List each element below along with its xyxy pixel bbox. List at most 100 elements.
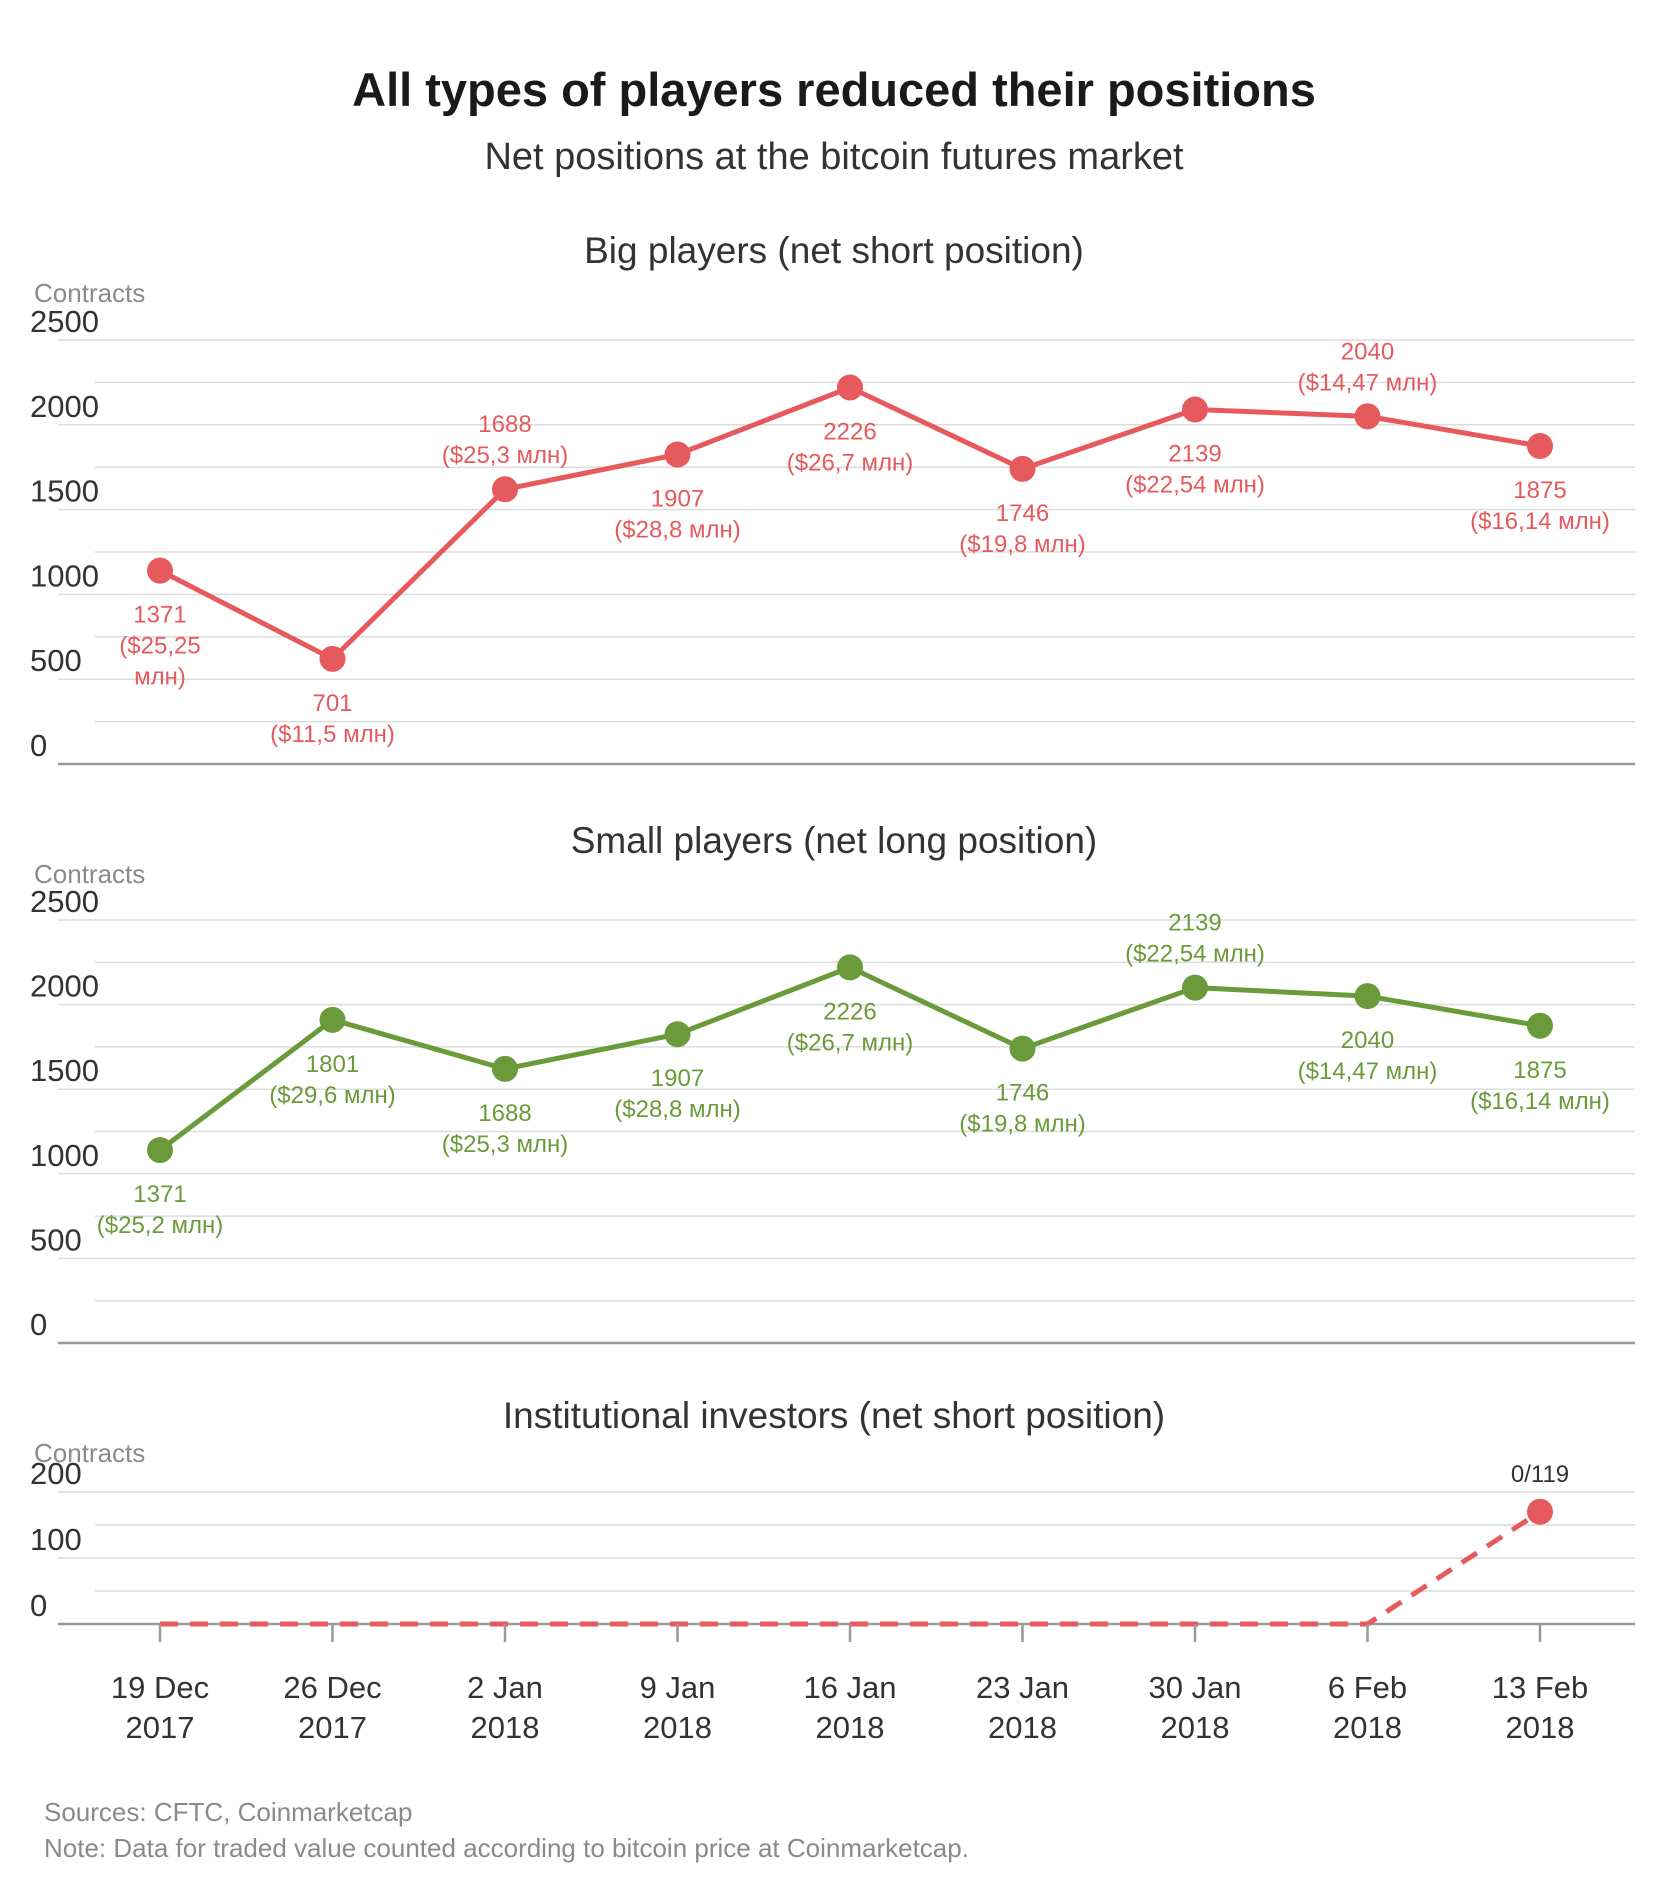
panel3-x-tick-label: 2018 (816, 1710, 885, 1745)
panel3-x-tick-label: 2018 (1333, 1710, 1402, 1745)
panel2-y-tick-label: 1000 (30, 1138, 99, 1173)
panel1-data-point (1182, 396, 1208, 423)
panel1-data-label: ($16,14 млн) (1470, 508, 1610, 535)
panel1-data-label: 701 (312, 690, 352, 717)
panel2-data-label: ($25,2 млн) (97, 1212, 223, 1239)
panel2-data-label: 2139 (1168, 910, 1221, 937)
panel3-series-line (160, 1509, 1542, 1627)
panel2-data-label: ($25,3 млн) (442, 1131, 568, 1158)
panel3-x-tick-label: 2018 (643, 1710, 712, 1745)
panel3-x-tick-label: 6 Feb (1328, 1670, 1407, 1705)
panel2-data-point (1527, 1012, 1553, 1039)
panel2-data-label: 2226 (823, 998, 876, 1025)
panel2-data-label: 2040 (1341, 1027, 1394, 1054)
panel1-data-label: ($19,8 млн) (959, 531, 1085, 558)
panel2-data-point (1354, 983, 1381, 1010)
panel3-data-label: 0/119 (1511, 1461, 1569, 1488)
chart-title: All types of players reduced their posit… (352, 63, 1316, 116)
panel2-data-point (319, 1006, 346, 1033)
panel3-x-tick-label: 30 Jan (1148, 1670, 1241, 1705)
panel2-y-tick-label: 500 (30, 1222, 82, 1257)
panel3-x-tick-label: 16 Jan (803, 1670, 896, 1705)
panel1-data-label: ($25,25 (119, 633, 200, 660)
panel3-title: Institutional investors (net short posit… (503, 1395, 1165, 1436)
panel2-data-point (492, 1055, 518, 1082)
panel3-y-tick-label: 200 (30, 1456, 82, 1491)
panel1-data-point (319, 645, 346, 672)
panel2-title: Small players (net long position) (571, 820, 1097, 861)
panel3-x-tick-label: 2018 (471, 1710, 540, 1745)
panel1-data-label: ($22,54 млн) (1125, 472, 1265, 499)
panel3-x-tick-label: 2017 (126, 1710, 195, 1745)
panel2-y-tick-label: 2500 (30, 884, 99, 919)
panel2-data-point (1009, 1035, 1036, 1062)
panel3-data-point (1527, 1498, 1553, 1525)
panel1-y-tick-label: 1000 (30, 558, 99, 593)
panel2-data-label: 1688 (478, 1100, 531, 1127)
panel2-y-tick-label: 0 (30, 1307, 47, 1342)
panel3-x-tick-label: 2017 (298, 1710, 367, 1745)
panel1-data-label: млн) (134, 664, 186, 691)
panel2-ylabel: Contracts (34, 859, 145, 889)
panel2-data-label: 1907 (651, 1065, 704, 1092)
panel3-y-tick-label: 0 (30, 1588, 47, 1623)
panel1-data-label: 1371 (133, 602, 186, 629)
panel1-data-label: 1688 (478, 411, 531, 438)
panel2-data-label: 1875 (1513, 1057, 1566, 1084)
panel1-y-tick-label: 500 (30, 643, 82, 678)
panel1-data-label: 1907 (651, 485, 704, 512)
panel1-data-point (492, 476, 518, 503)
panel1-data-label: 1746 (996, 500, 1049, 527)
panel3-x-tick-label: 13 Feb (1492, 1670, 1589, 1705)
panel2-y-tick-label: 2000 (30, 969, 99, 1004)
panel1-y-tick-label: 1500 (30, 474, 99, 509)
panel3-x-tick-label: 2018 (1506, 1710, 1575, 1745)
panel1-y-tick-label: 2500 (30, 304, 99, 339)
panel2-data-label: ($22,54 млн) (1125, 941, 1265, 968)
panel2-data-label: ($14,47 млн) (1298, 1058, 1438, 1085)
panel1-data-label: ($14,47 млн) (1298, 369, 1438, 396)
panel1-data-point (664, 441, 691, 468)
panel1-title: Big players (net short position) (584, 230, 1084, 271)
panel2-data-label: ($16,14 млн) (1470, 1088, 1610, 1115)
panel3-x-tick-label: 23 Jan (976, 1670, 1069, 1705)
panel1-y-tick-label: 2000 (30, 389, 99, 424)
panel1-data-label: 2139 (1168, 441, 1221, 468)
panel1-data-point (147, 557, 173, 584)
panel3-y-tick-label: 100 (30, 1522, 82, 1557)
panel1-data-label: 2040 (1341, 338, 1394, 365)
panel2-data-point (664, 1021, 691, 1048)
panel2-data-label: ($19,8 млн) (959, 1111, 1085, 1138)
panel2-data-point (1182, 974, 1208, 1001)
panel1-data-point (837, 374, 863, 401)
panel1-data-label: ($26,7 млн) (787, 449, 913, 476)
panel1-data-label: ($25,3 млн) (442, 442, 568, 469)
panel2-data-label: ($26,7 млн) (787, 1029, 913, 1056)
panel1-data-point (1009, 455, 1036, 482)
panel1-data-point (1354, 403, 1381, 430)
panel1-data-label: ($11,5 млн) (270, 721, 395, 748)
panel3-x-tick-label: 9 Jan (640, 1670, 716, 1705)
chart-subtitle: Net positions at the bitcoin futures mar… (484, 136, 1184, 178)
panel3-x-tick-label: 26 Dec (283, 1670, 381, 1705)
panel3-ylabel: Contracts (34, 1438, 145, 1468)
panel1-data-label: ($28,8 млн) (614, 516, 740, 543)
panel1-y-tick-label: 0 (30, 728, 47, 763)
panel1-ylabel: Contracts (34, 278, 145, 308)
panel2-data-label: ($28,8 млн) (614, 1096, 740, 1123)
sources-note: Sources: CFTC, Coinmarketcap (44, 1797, 413, 1827)
panel1-data-point (1527, 433, 1553, 459)
panel3-x-tick-label: 2 Jan (467, 1670, 543, 1705)
panel2-data-point (147, 1137, 173, 1164)
panel2-data-label: 1801 (306, 1051, 359, 1078)
panel2-data-label: 1746 (996, 1080, 1049, 1107)
panel3-x-tick-label: 2018 (988, 1710, 1057, 1745)
panel3-x-tick-label: 19 Dec (111, 1670, 209, 1705)
panel1-data-label: 1875 (1513, 477, 1566, 504)
data-note: Note: Data for traded value counted acco… (44, 1833, 969, 1863)
panel1-data-label: 2226 (823, 418, 876, 445)
panel2-data-label: 1371 (133, 1181, 186, 1208)
panel2-y-tick-label: 1500 (30, 1053, 99, 1088)
panel2-data-point (837, 954, 863, 981)
